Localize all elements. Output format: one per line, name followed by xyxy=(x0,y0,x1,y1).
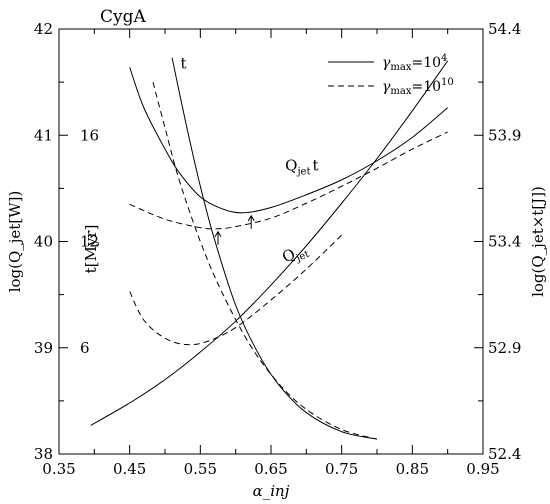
annotation-sub: jet xyxy=(296,166,310,177)
x-tick-label: 0.85 xyxy=(396,460,429,478)
minimum-arrow-marker xyxy=(214,230,222,245)
y-left-tick-label: 41 xyxy=(34,126,53,144)
y-right-tick-label: 54.4 xyxy=(488,20,521,38)
y-right-tick-label: 53.9 xyxy=(488,126,521,144)
series-line-q-jet-dashed xyxy=(129,234,343,346)
series-line-t-solid xyxy=(171,57,378,440)
y-left-tick-label: 39 xyxy=(34,339,53,357)
t-tick-label: 12 xyxy=(80,233,99,251)
y-right-axis-title: log(Q_jet×t[J]) xyxy=(529,186,547,297)
plot-area xyxy=(90,57,449,440)
x-tick-label: 0.65 xyxy=(254,460,287,478)
annotation-tail: t xyxy=(312,156,318,174)
legend-sub: max xyxy=(390,62,411,73)
legend-sub: max xyxy=(390,86,411,97)
t-axis-title: t[Myr] xyxy=(82,225,100,274)
y-right-tick-label: 53.4 xyxy=(488,233,521,251)
annotation-base: Q xyxy=(285,156,297,174)
x-tick-label: 0.35 xyxy=(42,460,75,478)
y-right-tick-label: 52.4 xyxy=(488,445,521,463)
y-left-axis-title: log(Q_jet[W]) xyxy=(6,191,24,293)
y-left-tick-label: 38 xyxy=(34,445,53,463)
x-tick-label: 0.55 xyxy=(184,460,217,478)
series-line-q-jet-t-solid xyxy=(129,67,448,214)
legend-label: γmax=1010 xyxy=(382,77,454,97)
minimum-arrow-marker xyxy=(247,214,255,229)
legend-sup: 4 xyxy=(441,53,447,64)
y-left-tick-label: 40 xyxy=(34,233,53,251)
legend-label: γmax=104 xyxy=(382,53,447,73)
x-tick-label: 0.45 xyxy=(113,460,146,478)
x-tick-label: 0.75 xyxy=(325,460,358,478)
legend-eq: =10 xyxy=(411,55,441,71)
series-line-q-jet-t-dashed xyxy=(129,131,448,230)
series-line-t-dashed xyxy=(152,82,378,440)
chart-title: CygA xyxy=(100,7,146,27)
y-left-tick-label: 42 xyxy=(34,20,53,38)
t-tick-label: 6 xyxy=(80,339,90,357)
annotation-text: t xyxy=(181,54,187,72)
curve-annotation: Qjet t xyxy=(285,156,318,177)
axes: 0.35 0.45 0.55 0.65 0.75 0.85 0.95 38 39 40 41 42 52… xyxy=(6,20,547,500)
legend-eq: =10 xyxy=(411,79,441,95)
legend-sup: 10 xyxy=(441,77,454,88)
legend-gamma: γ xyxy=(382,79,391,95)
legend-gamma: γ xyxy=(382,55,391,71)
series-line-q-jet-solid xyxy=(90,60,449,426)
t-tick-label: 16 xyxy=(80,126,99,144)
annotation-sub: jet xyxy=(294,249,311,265)
x-tick-label: 0.95 xyxy=(466,460,499,478)
curve-annotation: Qjet xyxy=(279,240,311,269)
x-axis-title: α_inj xyxy=(253,482,290,500)
curve-annotation: t xyxy=(181,54,187,72)
y-right-tick-label: 52.9 xyxy=(488,339,521,357)
x-axis-title-text: α_inj xyxy=(253,482,290,500)
